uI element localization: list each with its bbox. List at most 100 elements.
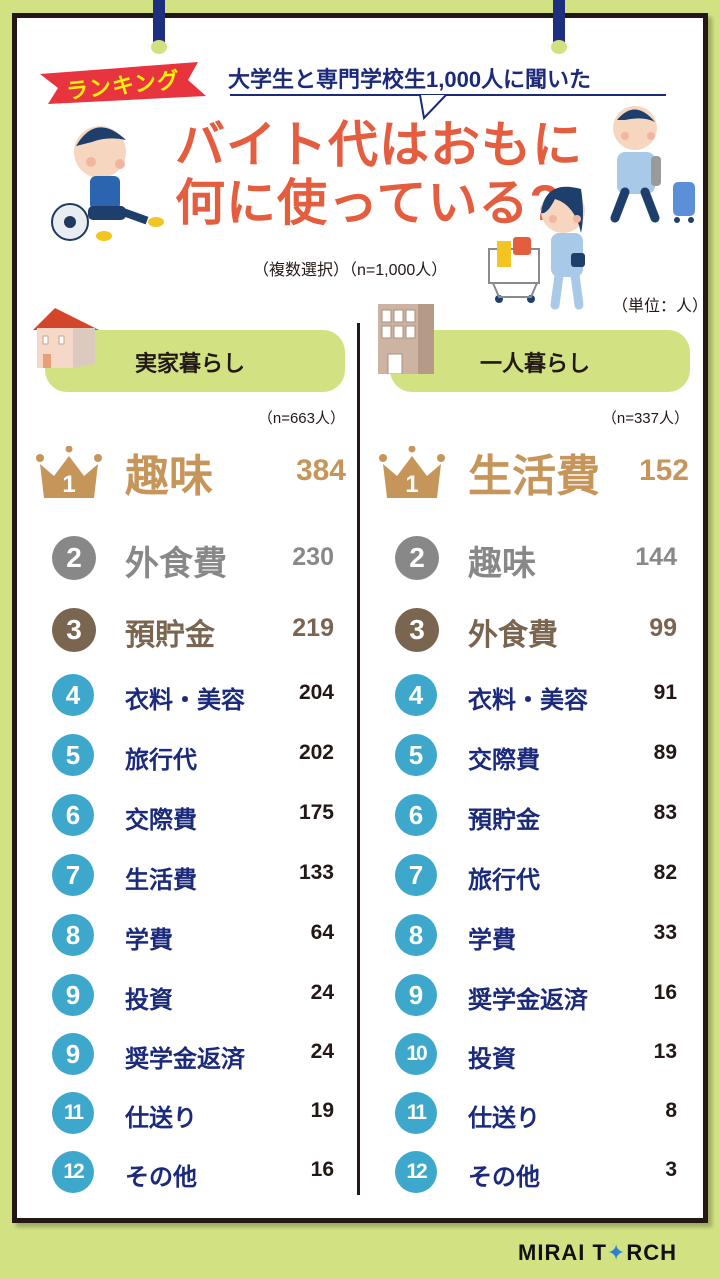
ranking-row: 11 仕送り 19 (32, 1088, 352, 1138)
ranking-row: 5 交際費 89 (375, 730, 695, 780)
speech-tail-icon (419, 94, 447, 120)
ranking-value: 204 (298, 681, 334, 704)
rank-badge: 9 (395, 974, 437, 1016)
ranking-value: 202 (298, 741, 334, 764)
page-title: バイト代はおもに 何に使っている? (175, 116, 582, 232)
ranking-label: 生活費 (468, 452, 600, 501)
rank-badge: 12 (395, 1151, 437, 1193)
rank-badge: 12 (52, 1151, 94, 1193)
ranking-label: 趣味 (125, 452, 213, 501)
ranking-label: 預貯金 (125, 619, 215, 652)
ranking-value: 230 (292, 543, 334, 571)
ranking-label: 旅行代 (125, 747, 197, 774)
ranking-row: 2 外食費 230 (32, 532, 352, 583)
sample-size-alone: （n=337人） (601, 410, 689, 427)
ranking-label: 仕送り (468, 1105, 540, 1132)
ranking-value: 91 (653, 681, 677, 704)
ranking-label: 投資 (125, 987, 173, 1014)
sample-size-home: （n=663人） (257, 410, 345, 427)
ranking-label: 仕送り (125, 1105, 197, 1132)
ranking-label: 交際費 (125, 807, 197, 834)
ranking-row: 5 旅行代 202 (32, 730, 352, 780)
ranking-value: 82 (653, 861, 677, 884)
logo-text-start: MIRAI T (518, 1240, 607, 1265)
ranking-label: その他 (125, 1164, 197, 1191)
rank-badge: 3 (52, 608, 96, 652)
shopper-with-cart-illustration-icon (488, 186, 585, 310)
rank-badge: 9 (52, 974, 94, 1016)
hanger-strap-left (151, 0, 167, 54)
rank-badge: 5 (52, 734, 94, 776)
ranking-row: 3 預貯金 219 (32, 604, 352, 654)
ranking-value: 83 (653, 801, 677, 824)
unit-note: （単位：人） (612, 298, 709, 315)
house-icon (33, 308, 99, 368)
crown-icon: 1 (379, 446, 445, 498)
rank-badge: 9 (52, 1033, 94, 1075)
ranking-value: 384 (295, 454, 346, 487)
ranking-row: 6 預貯金 83 (375, 790, 695, 840)
ranking-label: 交際費 (468, 747, 540, 774)
soccer-boy-illustration-icon (51, 126, 164, 241)
ranking-row: 7 生活費 133 (32, 850, 352, 900)
ranking-value: 33 (653, 921, 677, 944)
ribbon-shape-icon (40, 62, 206, 104)
svg-text:1: 1 (405, 471, 418, 498)
category-header-alone: 一人暮らし (390, 330, 690, 392)
rank-badge: 4 (395, 674, 437, 716)
ranking-label: 奨学金返済 (125, 1046, 245, 1073)
ranking-value: 133 (298, 861, 334, 884)
rank-badge: 7 (52, 854, 94, 896)
ranking-row: 11 仕送り 8 (375, 1088, 695, 1138)
ranking-value: 8 (665, 1099, 677, 1122)
ranking-label: 奨学金返済 (468, 987, 588, 1014)
rank-badge: 6 (395, 794, 437, 836)
rank-badge: 11 (52, 1092, 94, 1134)
ranking-label: 外食費 (125, 545, 227, 583)
ranking-row: 6 交際費 175 (32, 790, 352, 840)
ranking-label: 外食費 (468, 619, 558, 652)
ranking-value: 89 (653, 741, 677, 764)
ranking-row: 10 投資 13 (375, 1029, 695, 1079)
ranking-row: 9 奨学金返済 16 (375, 970, 695, 1020)
ranking-value: 16 (653, 981, 677, 1004)
hanger-strap-right (551, 0, 567, 54)
ranking-row: 4 衣料・美容 91 (375, 670, 695, 720)
rank-badge: 11 (395, 1092, 437, 1134)
ranking-value: 152 (638, 454, 689, 487)
ranking-value: 99 (649, 614, 677, 642)
ranking-value: 175 (298, 801, 334, 824)
subtitle-underline (230, 94, 666, 96)
ranking-value: 64 (310, 921, 334, 944)
apartment-building-icon (378, 304, 434, 374)
svg-text:1: 1 (62, 471, 75, 498)
ranking-label: 趣味 (468, 545, 536, 583)
traveler-with-suitcase-illustration-icon (610, 106, 695, 223)
rank-badge: 7 (395, 854, 437, 896)
title-line-2: 何に使っている? (175, 175, 562, 231)
torch-flame-icon: ✦ (606, 1240, 627, 1265)
survey-note: （複数選択）（n=1,000人） (253, 262, 448, 279)
ranking-row: 12 その他 16 (32, 1147, 352, 1197)
ranking-label: 生活費 (125, 867, 197, 894)
ranking-row: 8 学費 64 (32, 910, 352, 960)
ranking-label: 学費 (468, 927, 516, 954)
brand-logo: MIRAI T✦RCH (518, 1240, 677, 1266)
ranking-row: 4 衣料・美容 204 (32, 670, 352, 720)
rank-badge: 3 (395, 608, 439, 652)
ranking-row: 1 生活費 152 (375, 442, 695, 501)
ranking-row: 9 奨学金返済 24 (32, 1029, 352, 1079)
ranking-label: 学費 (125, 927, 173, 954)
rank-badge: 2 (52, 536, 96, 580)
ranking-row: 7 旅行代 82 (375, 850, 695, 900)
ranking-label: その他 (468, 1164, 540, 1191)
ranking-label: 投資 (468, 1046, 516, 1073)
ranking-value: 16 (310, 1158, 334, 1181)
rank-badge: 5 (395, 734, 437, 776)
ranking-ribbon: ランキング (40, 62, 206, 104)
ranking-value: 3 (665, 1158, 677, 1181)
ranking-value: 19 (310, 1099, 334, 1122)
ranking-label: 衣料・美容 (468, 687, 588, 714)
ranking-value: 13 (653, 1040, 677, 1063)
rank-badge: 2 (395, 536, 439, 580)
